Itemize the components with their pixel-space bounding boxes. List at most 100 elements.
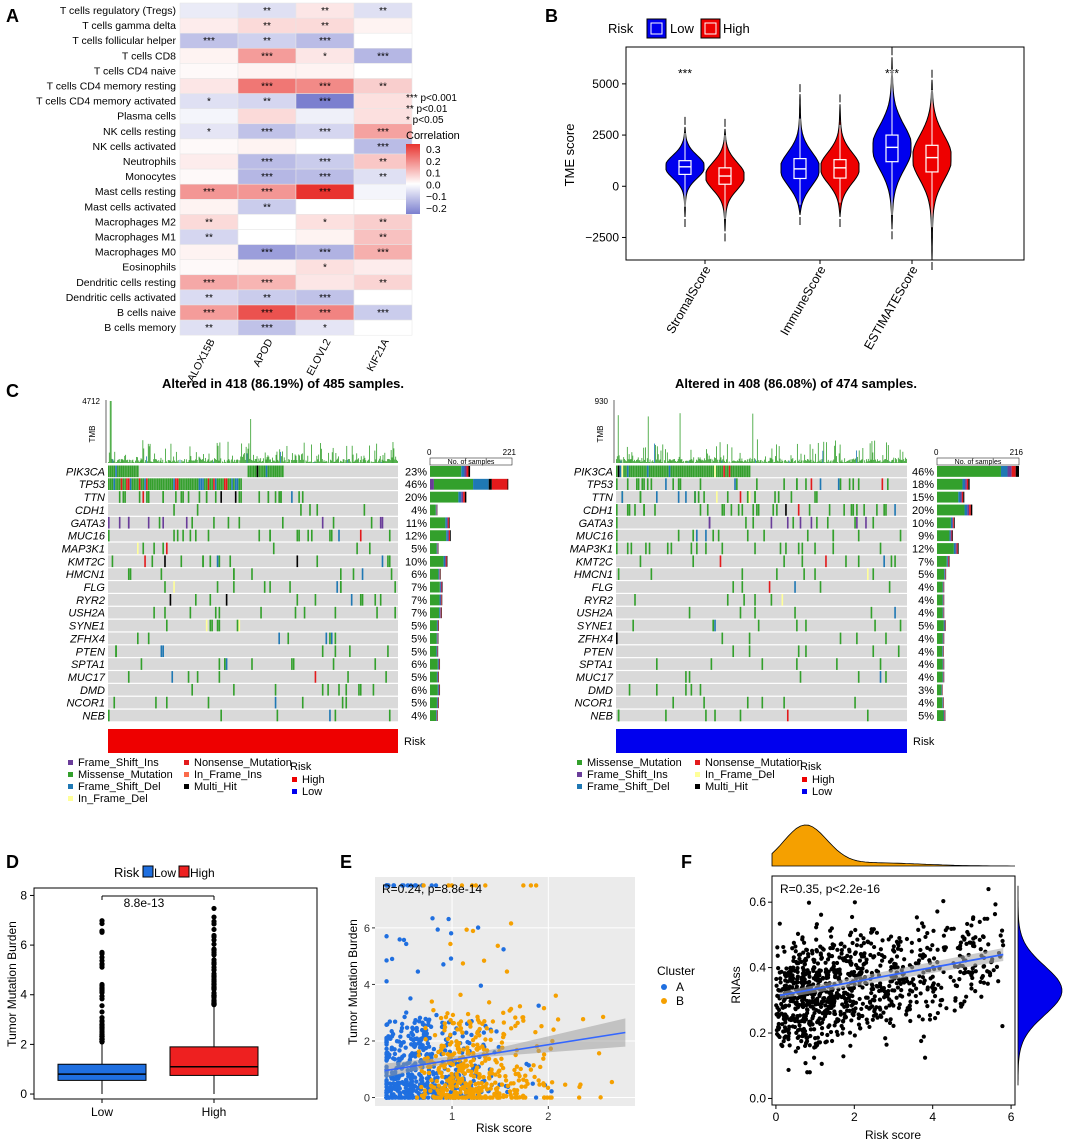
point-cluster-b (449, 1040, 454, 1045)
mutation-cell (805, 619, 807, 632)
tmb-bar (377, 462, 378, 463)
gene-label: PIK3CA (66, 466, 105, 478)
gene-count-segment (970, 504, 973, 516)
tmb-bar (690, 449, 692, 463)
gene-count-segment (937, 491, 959, 503)
point-f (784, 966, 789, 971)
mutation-cell (127, 568, 130, 580)
point-f (970, 916, 976, 922)
mutation-cell (790, 491, 793, 503)
mutation-cell (670, 465, 673, 478)
tmb-bar (755, 459, 756, 463)
point-f (940, 997, 945, 1003)
mutation-cell (754, 491, 756, 503)
mutation-cell (710, 465, 713, 478)
legend-swatch-low-box (650, 22, 663, 35)
point-f (941, 899, 946, 904)
mutation-cell (388, 529, 391, 542)
heatmap-row-label: T cells gamma delta (82, 20, 176, 32)
mutation-cell (797, 504, 800, 516)
gene-count-segment (937, 607, 943, 619)
mutation-cell (752, 504, 755, 516)
point-f (818, 912, 824, 917)
point-f (786, 1030, 792, 1036)
tmb-bar (858, 450, 860, 463)
tmb-bar (657, 454, 659, 463)
tmb-bar (148, 446, 150, 463)
tmb-bar (172, 460, 174, 463)
point-cluster-b (475, 1030, 480, 1036)
tmb-bar (754, 458, 756, 463)
gene-count-segment (937, 633, 943, 644)
mutation-cell (205, 619, 208, 632)
point-cluster-b (517, 1073, 522, 1079)
point-cluster-b (486, 1056, 492, 1062)
point-f (879, 986, 884, 991)
tmb-bar (676, 461, 678, 463)
tmb-bar (697, 457, 699, 463)
point-cluster-b (528, 883, 534, 888)
heatmap-cell (295, 63, 355, 79)
legend-high-label-d: High (190, 866, 215, 880)
gene-percent: 4% (411, 711, 427, 723)
gene-count-segment (942, 697, 943, 709)
tmb-bar (152, 462, 154, 463)
tmb-bar (319, 461, 320, 463)
point-cluster-a (412, 1044, 417, 1050)
gene-label: TP53 (79, 479, 106, 491)
mutation-cell (191, 516, 193, 529)
heatmap-row-label: T cells follicular helper (72, 35, 176, 47)
point-cluster-b (461, 1086, 467, 1091)
tmb-bar (113, 460, 115, 463)
point-cluster-a (419, 1027, 425, 1033)
point-f (856, 1012, 861, 1017)
point-f (796, 1019, 801, 1024)
point-cluster-b (419, 1068, 424, 1074)
gene-count-segment (937, 594, 943, 606)
mutation-cell (785, 504, 787, 516)
point-cluster-a (448, 1089, 454, 1095)
tmb-bar (308, 461, 310, 463)
tmb-bar (347, 459, 349, 463)
point-cluster-b (468, 1072, 474, 1078)
mutation-cell (894, 555, 896, 568)
point-f (936, 982, 941, 987)
ytick-label-d: 0 (20, 1087, 27, 1101)
gene-label: MAP3K1 (62, 543, 105, 555)
mutation-cell (314, 594, 317, 606)
point-cluster-b (469, 1063, 474, 1068)
mutation-cell (643, 478, 645, 490)
tmb-bar (160, 457, 162, 463)
tmb-bar (214, 458, 215, 463)
heatmap-star: ** (205, 293, 213, 304)
xtick-label-d: Low (91, 1105, 113, 1119)
gene-count-segment (430, 543, 437, 554)
legend-swatch-c (184, 760, 189, 765)
heatmap-row-label: Plasma cells (117, 111, 176, 123)
panel-label-c: C (6, 381, 19, 401)
legend-swatch-c (695, 784, 700, 789)
tmb-bar (630, 459, 632, 463)
point-f (914, 986, 919, 991)
point-f (978, 979, 983, 985)
point-f (852, 1009, 857, 1014)
gene-label: TTN (592, 492, 613, 504)
mutation-cell (628, 683, 631, 696)
point-f (797, 956, 802, 961)
box-outlier (211, 993, 217, 999)
mutation-cell (144, 555, 146, 568)
point-f (839, 941, 844, 946)
tmb-bar (228, 459, 230, 463)
tmb-bar (291, 459, 292, 463)
colorbar-tick-label: 0.2 (426, 156, 441, 168)
mutation-cell (872, 568, 875, 580)
point-cluster-b (483, 1037, 488, 1042)
mutation-cell (810, 478, 813, 490)
mutation-cell (637, 478, 640, 490)
tmb-bar (888, 460, 890, 463)
point-cluster-b (488, 1037, 493, 1043)
bar-axis-box (429, 457, 513, 466)
point-cluster-b (489, 1067, 494, 1072)
point-cluster-b (471, 1057, 476, 1063)
point-f (918, 991, 923, 996)
